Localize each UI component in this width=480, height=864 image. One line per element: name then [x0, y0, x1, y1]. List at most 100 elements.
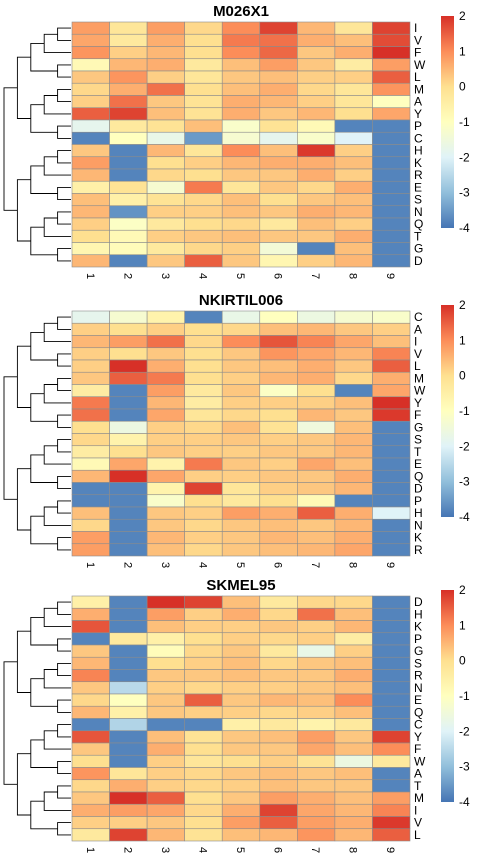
heatmap-cell: [259, 131, 298, 145]
heatmap-cell: [109, 469, 148, 483]
heatmap-cell: [184, 95, 223, 109]
heatmap-cell: [259, 767, 298, 781]
heatmap-cell: [184, 620, 223, 634]
heatmap-cell: [71, 217, 110, 231]
heatmap-cell: [184, 217, 223, 231]
heatmap-cell: [109, 693, 148, 707]
heatmap-cell: [109, 754, 148, 768]
heatmap-cell: [184, 632, 223, 646]
heatmap-cell: [71, 359, 110, 373]
heatmap-cell: [334, 95, 373, 109]
heatmap-cell: [109, 371, 148, 385]
heatmap-cell: [221, 767, 261, 781]
heatmap-cell: [221, 433, 261, 447]
heatmap-cell: [372, 506, 411, 520]
row-label: T: [414, 229, 422, 243]
heatmap-cell: [146, 767, 185, 781]
heatmap-cell: [259, 656, 298, 670]
heatmap-cell: [146, 347, 185, 361]
heatmap-cell: [221, 742, 261, 756]
column-label: 3: [159, 273, 171, 279]
heatmap-cell: [221, 119, 261, 133]
heatmap-cell: [259, 420, 298, 434]
heatmap-cell: [109, 506, 148, 520]
heatmap-cell: [259, 693, 298, 707]
heatmap-cell: [334, 156, 373, 170]
heatmap-cell: [221, 620, 261, 634]
heatmap-cell: [109, 705, 148, 719]
heatmap-cell: [184, 730, 223, 744]
heatmap-cell: [297, 156, 336, 170]
heatmap-cell: [334, 693, 373, 707]
heatmap-cell: [109, 656, 148, 670]
heatmap-cell: [221, 644, 261, 658]
heatmap-cell: [146, 46, 185, 60]
heatmap-cell: [71, 620, 110, 634]
heatmap-cell: [372, 767, 411, 781]
colorbar-tick-label: 1: [459, 44, 466, 58]
row-label: P: [414, 632, 422, 646]
heatmap-cell: [372, 620, 411, 634]
heatmap-cell: [297, 718, 336, 732]
heatmap-cell: [334, 767, 373, 781]
heatmap-cell: [334, 607, 373, 621]
heatmap-cell: [259, 58, 298, 72]
heatmap-cell: [259, 46, 298, 60]
heatmap-cell: [109, 595, 148, 609]
heatmap-cell: [221, 254, 261, 268]
row-label: P: [414, 119, 422, 133]
heatmap-cell: [221, 457, 261, 471]
heatmap-cell: [146, 669, 185, 683]
heatmap-cell: [297, 335, 336, 349]
row-label: K: [414, 620, 422, 634]
heatmap-cell: [259, 180, 298, 194]
heatmap-cell: [334, 730, 373, 744]
heatmap-cell: [71, 310, 110, 324]
heatmap-cell: [372, 205, 411, 219]
heatmap-cell: [372, 396, 411, 410]
heatmap-cell: [71, 21, 110, 35]
heatmap-cell: [372, 693, 411, 707]
heatmap-cell: [146, 359, 185, 373]
row-label: T: [414, 445, 422, 459]
heatmap-cell: [184, 433, 223, 447]
column-label: 8: [347, 562, 359, 568]
heatmap-cell: [221, 322, 261, 336]
row-label: Q: [414, 217, 423, 231]
heatmap-cell: [372, 70, 411, 84]
heatmap-cell: [297, 384, 336, 398]
column-label: 2: [121, 562, 133, 568]
colorbar-tick-label: -4: [459, 221, 470, 235]
heatmap-cell: [334, 718, 373, 732]
heatmap-cell: [372, 816, 411, 830]
column-label: 5: [234, 562, 246, 568]
row-label: M: [414, 791, 424, 805]
column-label: 7: [309, 562, 321, 568]
heatmap-cell: [297, 193, 336, 207]
row-label: C: [414, 718, 423, 732]
heatmap-cell: [184, 656, 223, 670]
heatmap-cell: [259, 107, 298, 121]
heatmap-cell: [109, 359, 148, 373]
colorbar-tick-label: 0: [459, 369, 466, 383]
heatmap-cell: [221, 420, 261, 434]
row-label: F: [414, 742, 421, 756]
row-label: I: [414, 803, 417, 817]
heatmap-cell: [71, 531, 110, 545]
heatmap-cell: [71, 131, 110, 145]
heatmap-cell: [221, 518, 261, 532]
heatmap-cell: [146, 494, 185, 508]
heatmap-cell: [184, 482, 223, 496]
heatmap-cell: [71, 767, 110, 781]
column-label: 3: [159, 847, 171, 853]
heatmap-cell: [297, 21, 336, 35]
row-label: V: [414, 347, 422, 361]
heatmap-cell: [221, 730, 261, 744]
heatmap-cell: [146, 180, 185, 194]
heatmap-cell: [109, 310, 148, 324]
heatmap-cell: [146, 168, 185, 182]
colorbar-tick-label: -2: [459, 150, 470, 164]
heatmap-cell: [146, 620, 185, 634]
heatmap-cell: [71, 482, 110, 496]
